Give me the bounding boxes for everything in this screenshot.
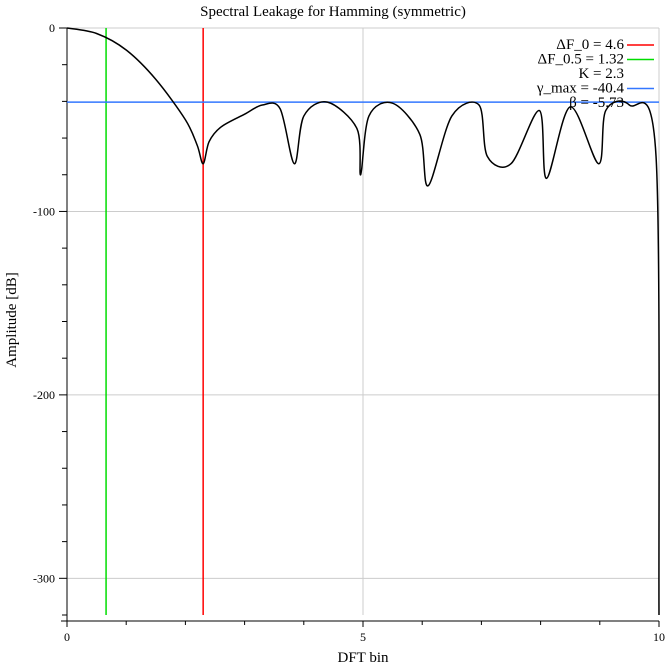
x-tick-label: 10 <box>653 630 665 644</box>
tick-labels: 0 5 10 0 -100 -200 -300 <box>33 21 665 644</box>
y-axis-label: Amplitude [dB] <box>4 272 20 367</box>
x-tick-label: 5 <box>360 630 366 644</box>
grid-lines <box>66 27 660 615</box>
y-tick-label: -200 <box>33 388 55 402</box>
legend-entry-label: β = -5.73 <box>569 95 624 111</box>
legend-entry-label: ΔF_0.5 = 1.32 <box>538 52 624 68</box>
x-axis-label: DFT bin <box>338 650 389 666</box>
y-tick-label: -100 <box>33 204 55 218</box>
reference-lines <box>67 28 659 615</box>
y-tick-label: 0 <box>49 21 55 35</box>
legend-entry-label: ΔF_0 = 4.6 <box>556 37 624 53</box>
chart-title: Spectral Leakage for Hamming (symmetric) <box>200 4 466 20</box>
series-layer <box>66 27 660 616</box>
y-tick-label: -300 <box>33 571 55 585</box>
legend: ΔF_0 = 4.6ΔF_0.5 = 1.32K = 2.3γ_max = -4… <box>536 37 654 111</box>
leakage-curve <box>66 27 660 616</box>
axes <box>59 27 660 627</box>
x-tick-label: 0 <box>64 630 70 644</box>
legend-entry-label: K = 2.3 <box>578 66 624 82</box>
legend-entry-label: γ_max = -40.4 <box>536 81 625 97</box>
